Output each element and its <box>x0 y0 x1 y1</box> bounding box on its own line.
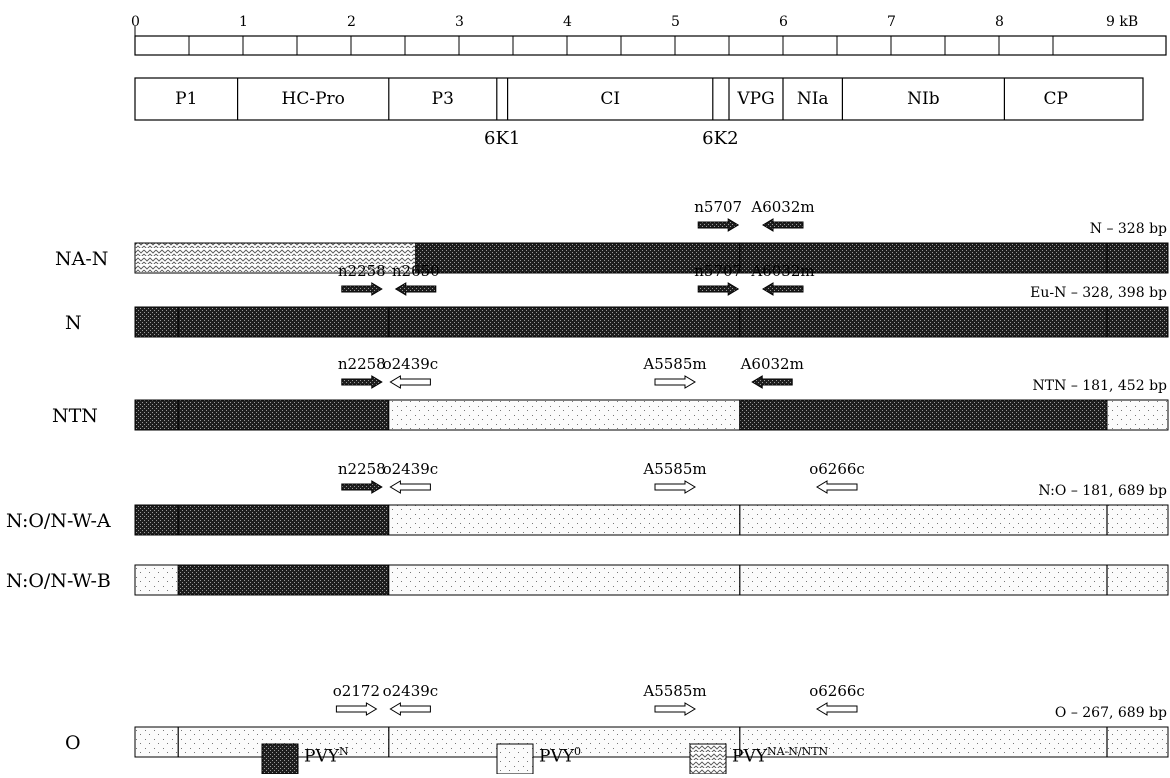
strain-name: N:O/N-W-A <box>6 510 111 532</box>
strain-name: N <box>65 312 82 334</box>
scale-tick-label: 0 <box>131 14 140 30</box>
segment-O <box>134 564 179 596</box>
gene-label-6k1: 6K1 <box>484 128 521 149</box>
primer-label: o6266c <box>809 682 865 700</box>
scale-tick-label: 3 <box>455 14 464 30</box>
product-size-label: N – 328 bp <box>1089 221 1167 237</box>
gene-label: P1 <box>175 89 198 109</box>
gene-label: CI <box>600 89 621 109</box>
primer-label: n2650 <box>391 262 440 280</box>
legend-swatch-N <box>261 743 299 775</box>
primer-label: o2439c <box>382 460 439 478</box>
legend-superscript: NA-N/NTN <box>766 745 829 758</box>
scale-tick-label: 8 <box>995 14 1004 30</box>
primer-label: A5585m <box>643 460 707 478</box>
segment-N <box>177 564 390 596</box>
primer-arrow-left-icon <box>816 480 858 494</box>
gene-label: CP <box>1043 89 1068 109</box>
gene-label: VPG <box>737 89 775 109</box>
scale-tick-label: 2 <box>347 14 356 30</box>
primer-arrow-right-icon <box>341 282 383 296</box>
primer-label: o6266c <box>809 460 865 478</box>
gene-label: P3 <box>431 89 454 109</box>
segment-N <box>134 399 390 431</box>
primer-arrow-right-icon <box>341 375 383 389</box>
primer-arrow-left-icon <box>762 218 804 232</box>
legend-label: PVYNA-N/NTN <box>732 745 829 767</box>
primer-label: n2258 <box>337 262 386 280</box>
gene-label: HC-Pro <box>281 89 345 109</box>
primer-arrow-right-icon <box>341 480 383 494</box>
strain-name: NA-N <box>55 248 109 270</box>
primer-arrow-left-icon <box>816 702 858 716</box>
strain-name: NTN <box>52 405 98 427</box>
scale-tick-label: 4 <box>563 14 572 30</box>
scale-tick-label: 6 <box>779 14 788 30</box>
gene-label: NIb <box>907 89 940 109</box>
primer-arrow-right-icon <box>697 282 740 296</box>
primer-arrow-left-icon <box>394 282 437 296</box>
scale-bar <box>134 35 1167 56</box>
primer-arrow-right-icon <box>654 480 696 494</box>
product-size-label: Eu-N – 328, 398 bp <box>1030 285 1167 301</box>
segment-O <box>388 504 1169 536</box>
segment-O <box>1106 399 1169 431</box>
primer-label: A5585m <box>643 682 707 700</box>
primer-label: o2172 <box>332 682 380 700</box>
gene-label: NIa <box>796 89 829 109</box>
primer-label: A6032m <box>751 262 815 280</box>
segment-O <box>388 564 1169 596</box>
primer-arrow-right-icon <box>654 702 696 716</box>
primer-label: A6032m <box>740 355 804 373</box>
legend-superscript: N <box>338 745 349 758</box>
primer-label: n2258 <box>337 460 386 478</box>
scale-tick-label: 7 <box>887 14 896 30</box>
strain-name: N:O/N-W-B <box>6 570 111 592</box>
primer-label: o2439c <box>382 355 439 373</box>
product-size-label: NTN – 181, 452 bp <box>1032 378 1167 394</box>
segment-N <box>739 399 1108 431</box>
primer-arrow-right-icon <box>654 375 696 389</box>
primer-arrow-left-icon <box>389 375 431 389</box>
primer-label: A6032m <box>751 198 815 216</box>
primer-label: n5707 <box>694 198 743 216</box>
primer-arrow-right-icon <box>697 218 740 232</box>
primer-label: n5707 <box>694 262 743 280</box>
primer-arrow-left-icon <box>751 375 793 389</box>
legend-superscript: 0 <box>573 745 581 758</box>
product-size-label: O – 267, 689 bp <box>1054 705 1167 721</box>
primer-arrow-left-icon <box>389 480 431 494</box>
primer-arrow-left-icon <box>389 702 431 716</box>
strain-name: O <box>65 732 81 754</box>
product-size-label: N:O – 181, 689 bp <box>1038 483 1167 499</box>
primer-arrow-left-icon <box>762 282 804 296</box>
primer-label: A5585m <box>643 355 707 373</box>
legend-label: PVY0 <box>539 745 581 767</box>
segment-N <box>134 504 390 536</box>
scale-tick-label: 5 <box>671 14 680 30</box>
segment-N <box>415 242 1169 274</box>
genome-map-box <box>134 77 1144 121</box>
segment-O <box>134 726 1169 758</box>
scale-tick-label: 1 <box>239 14 248 30</box>
legend-swatch-nantn <box>689 743 727 775</box>
segment-O <box>388 399 741 431</box>
segment-N <box>134 306 1169 338</box>
primer-label: n2258 <box>337 355 386 373</box>
scale-tick-label: 9 kB <box>1106 14 1139 30</box>
legend-label: PVYN <box>304 745 349 767</box>
primer-label: o2439c <box>382 682 439 700</box>
primer-arrow-right-icon <box>335 702 378 716</box>
legend-swatch-O <box>496 743 534 775</box>
gene-label-6k2: 6K2 <box>702 128 739 149</box>
